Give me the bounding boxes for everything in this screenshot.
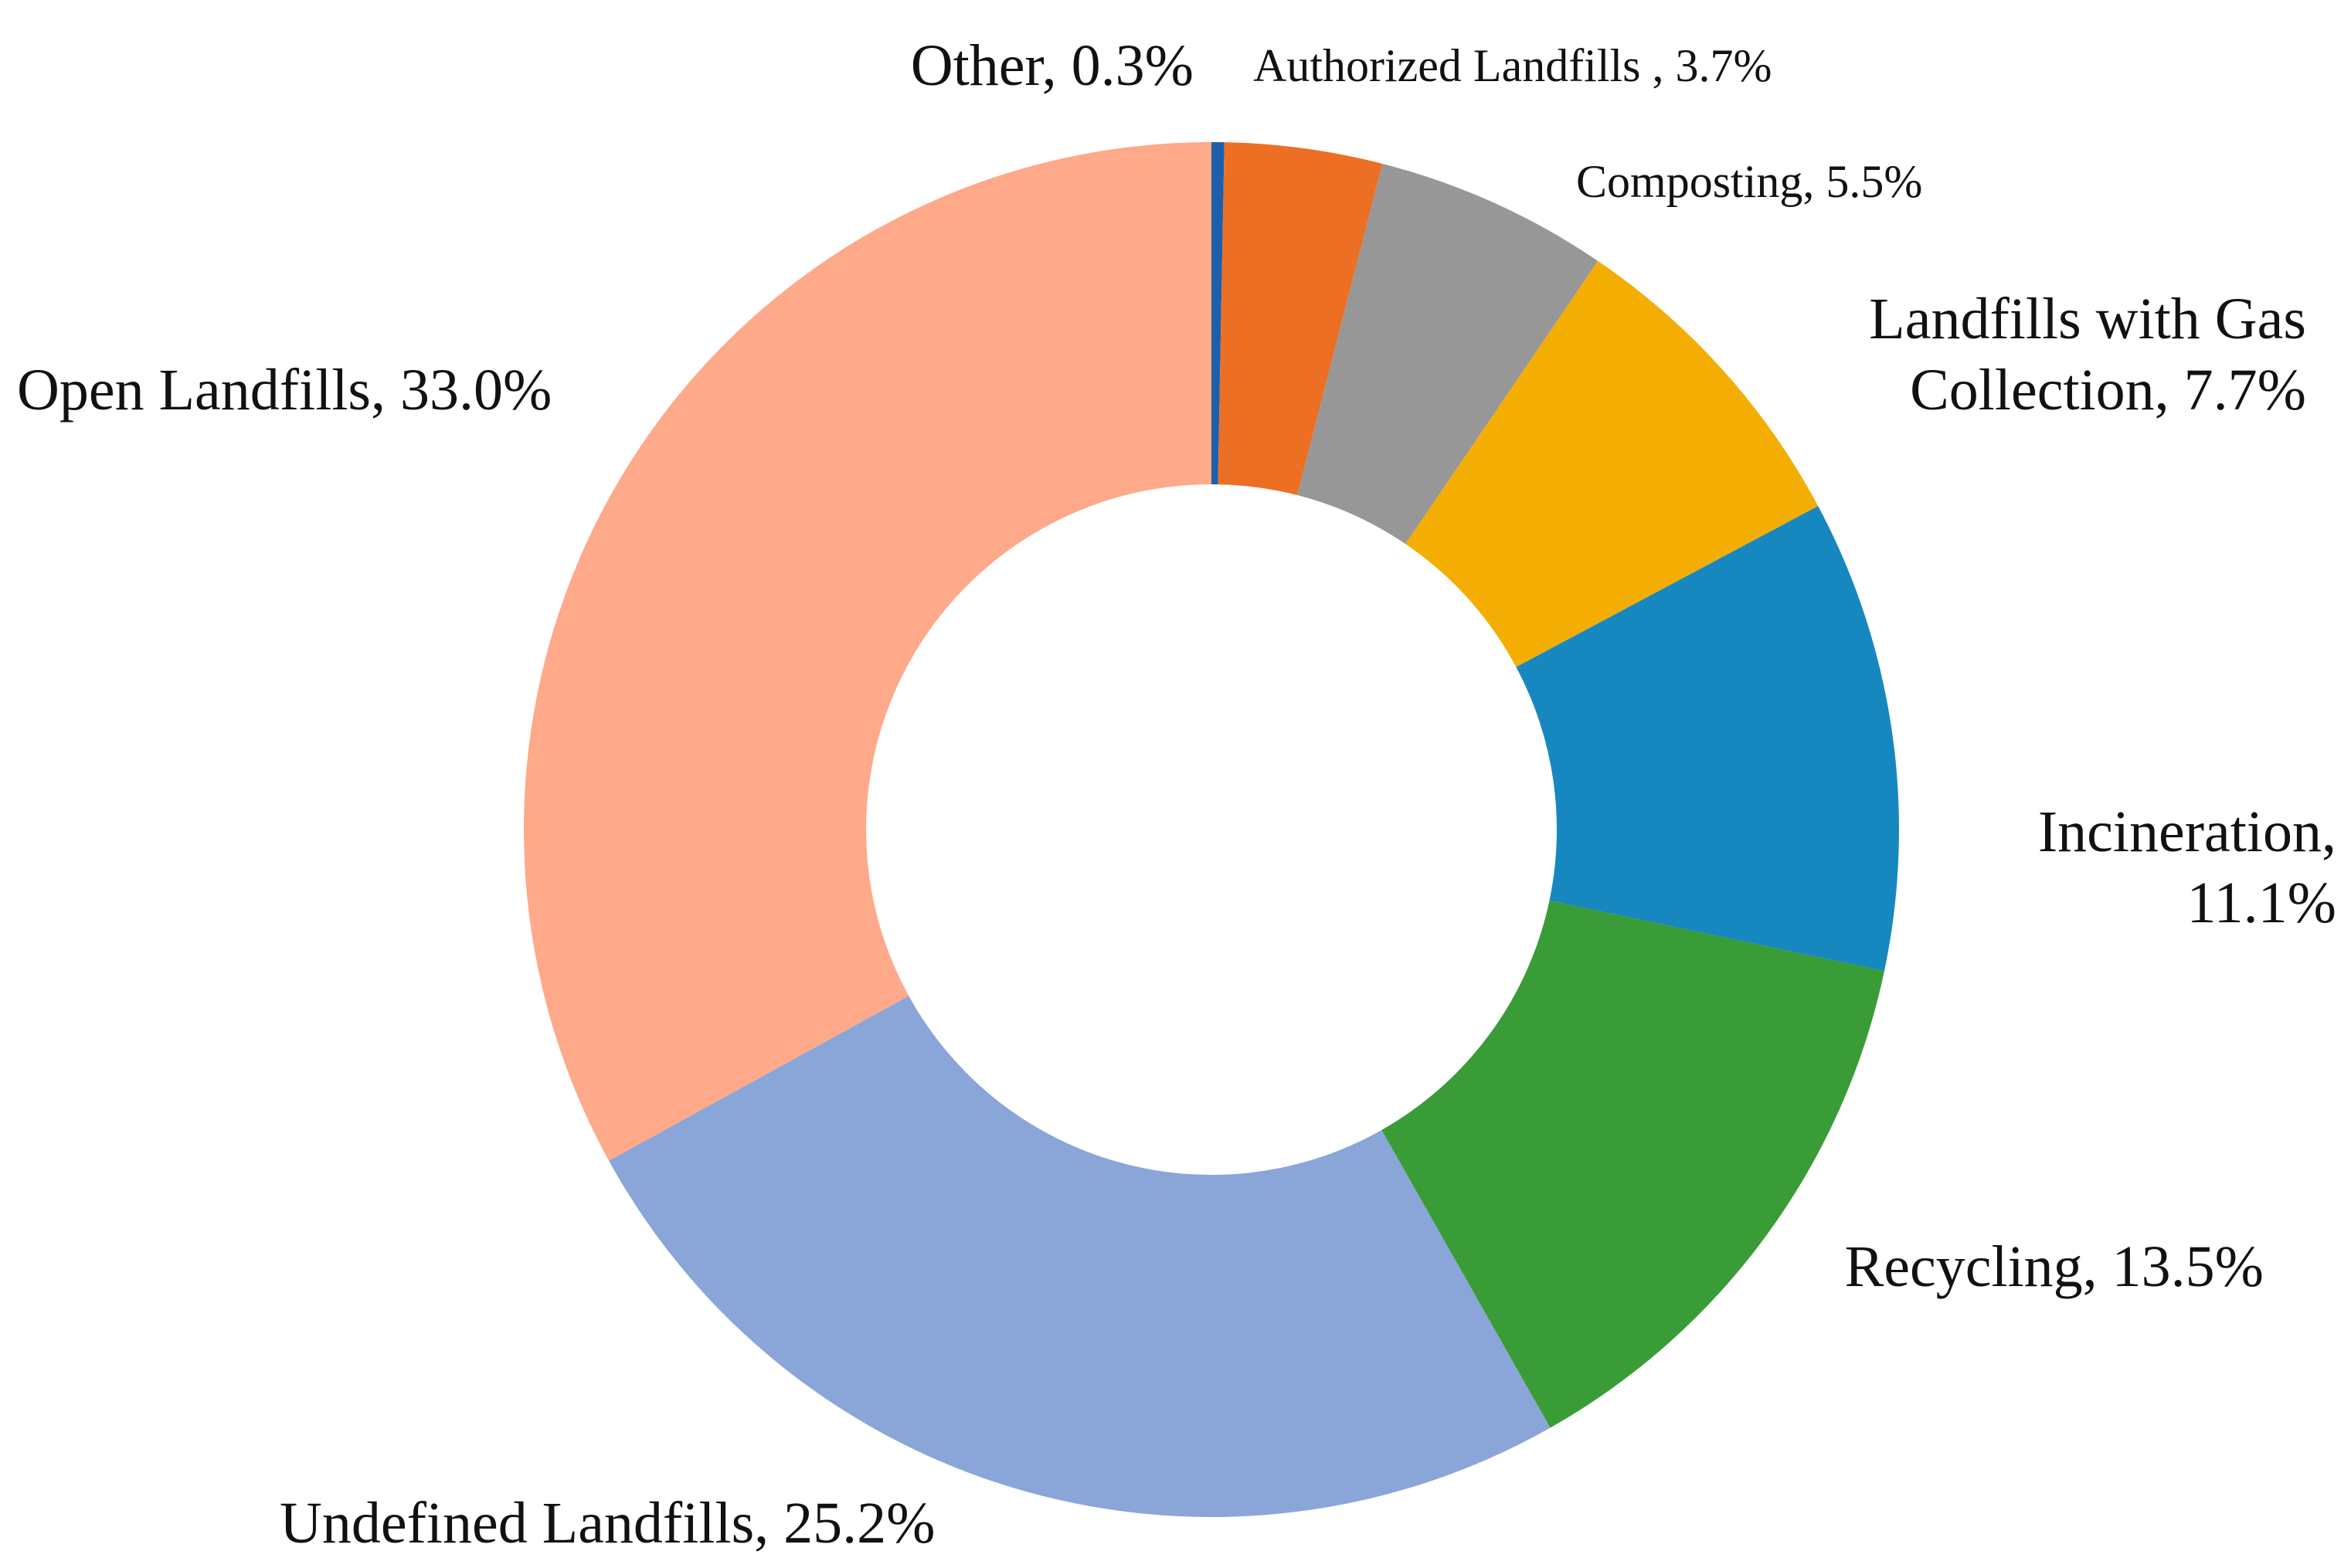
label-composting-line-1: Composting, 5.5%: [1576, 156, 1922, 207]
slice-recycling: [1381, 901, 1884, 1428]
label-other-line-1: Other, 0.3%: [911, 33, 1194, 98]
label-recycling: Recycling, 13.5%: [1845, 1234, 2264, 1299]
label-open-landfills-line-1: Open Landfills, 33.0%: [17, 358, 552, 423]
slice-open-landfills: [523, 142, 1211, 1161]
donut-data-labels: Other, 0.3% Authorized Landfills , 3.7% Co…: [17, 33, 2336, 1556]
label-other: Other, 0.3%: [911, 33, 1194, 98]
slice-composting: [1297, 163, 1598, 545]
label-undefined-landfills: Undefined Landfills, 25.2%: [280, 1491, 935, 1556]
label-incineration-line-1: Incineration,: [2038, 799, 2336, 864]
label-open-landfills: Open Landfills, 33.0%: [17, 358, 552, 423]
slice-undefined-landfills: [609, 996, 1551, 1517]
label-incineration-line-2: 11.1%: [2187, 871, 2337, 935]
label-composting: Composting, 5.5%: [1576, 156, 1922, 207]
label-authorized-landfills-line-1: Authorized Landfills , 3.7%: [1253, 40, 1772, 91]
label-authorized-landfills: Authorized Landfills , 3.7%: [1253, 40, 1772, 91]
label-undefined-landfills-line-1: Undefined Landfills, 25.2%: [280, 1491, 935, 1556]
slice-other: [1211, 142, 1225, 485]
label-landfills-gas-collection: Landfills with Gas Collection, 7.7%: [1869, 287, 2306, 423]
label-incineration: Incineration, 11.1%: [2038, 799, 2336, 935]
label-recycling-line-1: Recycling, 13.5%: [1845, 1234, 2264, 1299]
label-landfills-gas-collection-line-2: Collection, 7.7%: [1910, 358, 2306, 423]
donut-slices: [523, 142, 1899, 1517]
slice-landfills-gas-collection: [1405, 260, 1819, 667]
label-landfills-gas-collection-line-1: Landfills with Gas: [1869, 287, 2306, 351]
slice-incineration: [1516, 506, 1899, 972]
slice-authorized-landfills: [1218, 142, 1383, 496]
